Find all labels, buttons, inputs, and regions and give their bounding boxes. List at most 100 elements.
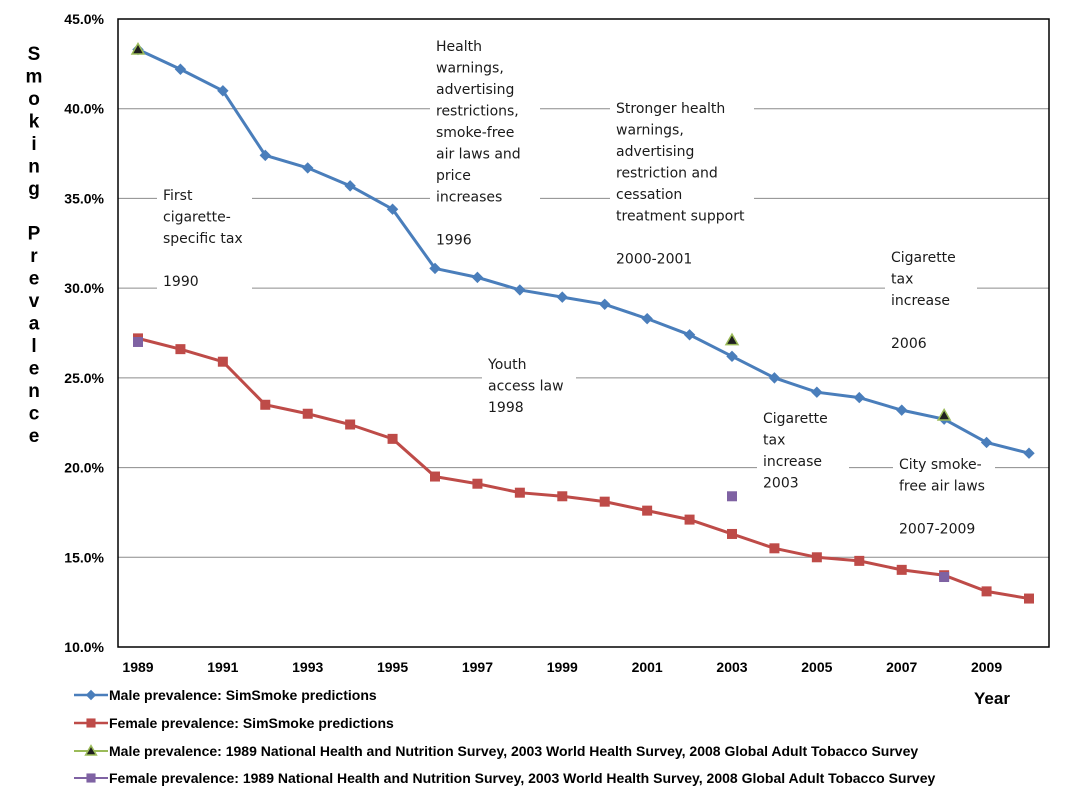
plot-area-frame xyxy=(117,18,1050,648)
data-point xyxy=(259,149,271,162)
annotation-text: 2003 xyxy=(763,476,799,492)
annotation-text: 1990 xyxy=(163,274,199,290)
data-point xyxy=(853,391,865,404)
annotation-text: Cigarette xyxy=(891,250,956,266)
y-tick-label: 35.0% xyxy=(64,190,104,206)
annotation-2006: Cigarette tax increase 2006 xyxy=(885,245,977,359)
legend-item: Male prevalence: SimSmoke predictions xyxy=(74,687,377,703)
annotation-text: tax xyxy=(891,272,913,288)
data-point xyxy=(430,471,440,482)
y-axis-label-letter: g xyxy=(28,179,40,200)
data-point xyxy=(86,773,96,783)
y-axis-label-letter: i xyxy=(31,134,36,155)
data-point xyxy=(175,344,186,355)
annotation-text: warnings, xyxy=(616,123,684,139)
x-tick-label: 1997 xyxy=(462,659,493,675)
data-point xyxy=(514,284,526,296)
data-point xyxy=(217,85,229,97)
legend-label: Female prevalence: 1989 National Health … xyxy=(109,770,935,786)
data-point xyxy=(344,180,356,192)
data-point xyxy=(386,203,399,215)
annotation-text: cigarette- xyxy=(163,210,231,226)
legend-label: Male prevalence: 1989 National Health an… xyxy=(109,743,918,759)
data-point xyxy=(84,744,98,756)
data-point xyxy=(1024,593,1034,604)
annotation-text: Cigarette xyxy=(763,411,828,427)
annotation-text: Youth xyxy=(487,357,527,373)
data-point xyxy=(936,408,952,421)
legend-item: Male prevalence: 1989 National Health an… xyxy=(74,743,918,759)
annotation-text: cessation xyxy=(616,187,682,203)
data-point xyxy=(387,433,398,444)
legend-item: Female prevalence: 1989 National Health … xyxy=(74,770,935,786)
annotation-text: First xyxy=(163,188,193,204)
data-point xyxy=(556,291,568,303)
legend-label: Female prevalence: SimSmoke predictions xyxy=(109,715,394,731)
annotation-box xyxy=(757,406,849,498)
y-tick-label: 30.0% xyxy=(64,280,104,296)
y-axis-label-letter: e xyxy=(29,426,40,447)
y-axis-label-letter: r xyxy=(30,246,38,267)
data-point xyxy=(472,478,483,489)
annotation-box xyxy=(157,183,252,297)
annotation-text: free air laws xyxy=(899,479,985,495)
data-point xyxy=(302,162,314,174)
data-point xyxy=(514,487,525,498)
data-point xyxy=(724,332,740,346)
data-point xyxy=(302,408,313,419)
data-point xyxy=(811,552,822,563)
annotation-text: advertising xyxy=(616,144,694,160)
annotation-text: 2006 xyxy=(891,336,927,352)
data-point xyxy=(683,329,696,341)
annotation-text: 2007-2009 xyxy=(899,522,975,538)
data-point xyxy=(939,572,950,583)
y-axis-label-letter: n xyxy=(28,157,40,178)
annotation-text: City smoke- xyxy=(899,457,982,473)
x-tick-label: 2001 xyxy=(632,659,663,675)
data-point xyxy=(217,356,228,367)
annotation-1996: Health warnings, advertising restrictions, s… xyxy=(430,34,540,255)
data-point xyxy=(642,505,653,516)
annotation-box xyxy=(885,245,977,359)
data-point xyxy=(641,312,653,325)
x-tick-label: 1995 xyxy=(377,659,408,675)
data-point xyxy=(980,436,993,449)
data-point xyxy=(86,718,96,728)
data-point xyxy=(1023,447,1035,459)
annotation-text: tax xyxy=(763,433,785,449)
data-point xyxy=(557,491,568,502)
data-point xyxy=(726,350,738,363)
annotation-box xyxy=(610,96,754,274)
x-tick-label: 2007 xyxy=(886,659,917,675)
y-axis-label-letter: S xyxy=(28,44,41,65)
series-line xyxy=(137,336,1030,601)
y-axis-label-letter: o xyxy=(28,89,40,110)
legend-item: Female prevalence: SimSmoke predictions xyxy=(74,715,394,731)
data-point xyxy=(429,262,441,275)
gridlines xyxy=(118,108,1049,558)
y-axis-label-letter: m xyxy=(26,67,43,88)
data-point xyxy=(811,386,823,398)
data-point xyxy=(981,586,992,597)
annotation-text: restriction and xyxy=(616,166,718,182)
y-axis-label-letter: n xyxy=(28,381,40,402)
data-series xyxy=(130,41,1035,604)
y-tick-label: 40.0% xyxy=(64,101,104,117)
annotation-text: access law xyxy=(488,379,564,395)
y-tick-label: 10.0% xyxy=(64,639,104,655)
data-point xyxy=(85,689,97,701)
y-axis-label-letter: e xyxy=(29,269,40,290)
annotation-box xyxy=(430,34,540,255)
data-point xyxy=(896,404,908,416)
x-tick-label: 2009 xyxy=(971,659,1002,675)
data-point xyxy=(471,271,484,284)
data-point xyxy=(599,298,611,310)
annotation-2000: Stronger health warnings, advertising restr… xyxy=(610,96,754,274)
annotation-text: Health xyxy=(436,39,482,55)
data-point xyxy=(768,372,781,384)
series-3 xyxy=(133,336,950,583)
annotation-text: treatment support xyxy=(616,209,745,225)
data-point xyxy=(599,496,610,507)
series-line xyxy=(137,48,1030,455)
